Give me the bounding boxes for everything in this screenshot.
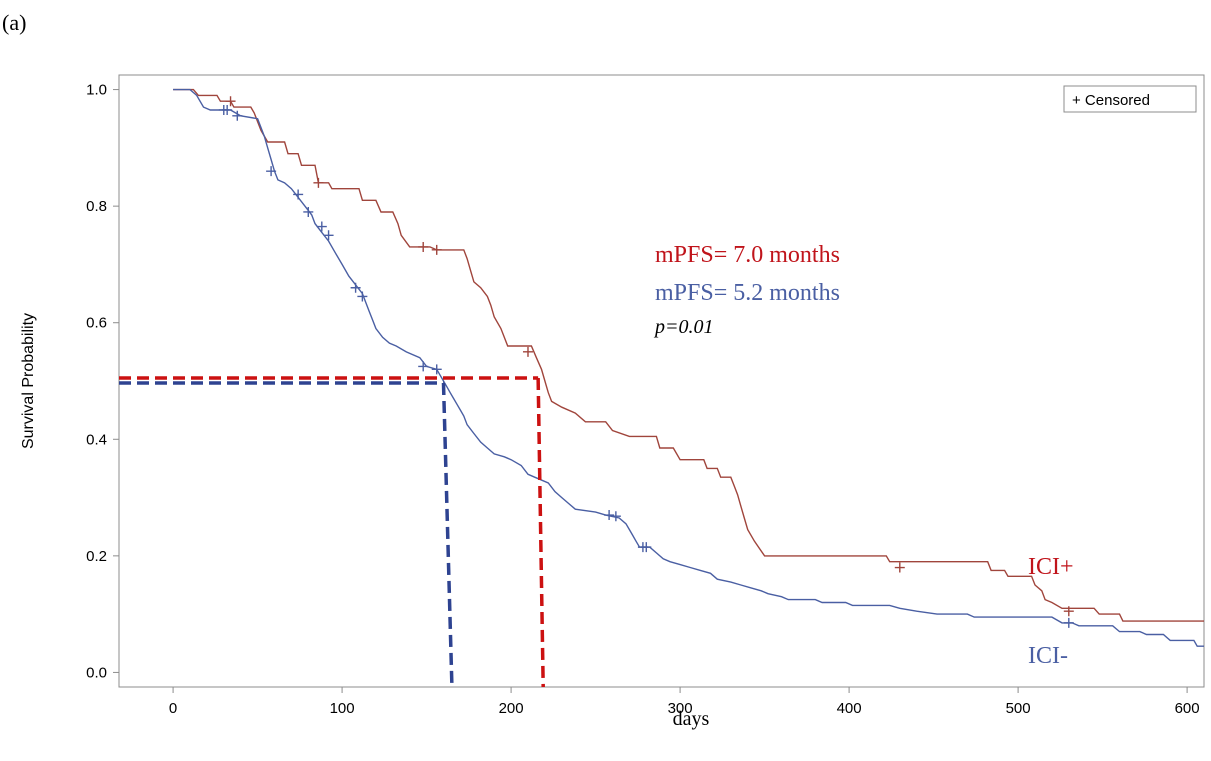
censor-mark [894, 562, 905, 573]
y-tick-label: 1.0 [86, 82, 107, 99]
censor-mark [522, 346, 533, 357]
p-value-annotation: p=0.01 [653, 316, 714, 338]
censor-mark [350, 282, 361, 293]
legend-box [1063, 85, 1197, 113]
censor-mark [232, 110, 243, 121]
plot-frame [118, 74, 1205, 688]
y-tick-label: 0.2 [86, 548, 107, 565]
series-label-ici-minus: ICI- [1028, 643, 1068, 669]
survival-curves [173, 88, 1204, 647]
curve-ici-plus [173, 88, 1204, 622]
median-vertical-ici-plus [536, 377, 545, 688]
x-tick-label: 600 [1175, 700, 1200, 717]
legend: + Censored [1063, 85, 1197, 113]
censor-mark [641, 542, 652, 553]
x-tick-label: 200 [499, 700, 524, 717]
censor-mark [431, 364, 442, 375]
censor-mark [225, 96, 236, 107]
x-tick-label: 400 [837, 700, 862, 717]
censor-marks [218, 96, 1074, 628]
censor-mark [1063, 617, 1074, 628]
x-tick-label: 100 [330, 700, 355, 717]
censor-mark [1063, 606, 1074, 617]
axes: 0 100 200 300 400 500 600 0.0 0.2 0.4 0.6 0.8 1.0 [86, 82, 1199, 717]
median-vertical-ici-minus [441, 382, 454, 688]
censor-mark [418, 241, 429, 252]
censor-mark [323, 230, 334, 241]
curve-ici-minus [173, 88, 1204, 647]
censor-mark [610, 511, 621, 522]
panel-label: (a) [2, 10, 26, 35]
median-lines [119, 376, 545, 688]
x-axis-label: days [673, 708, 710, 730]
x-tick-label: 500 [1006, 700, 1031, 717]
mpfs-ici-minus-annotation: mPFS= 5.2 months [655, 280, 840, 306]
x-tick-label: 300 [668, 700, 693, 717]
censor-mark [266, 166, 277, 177]
censor-mark [418, 361, 429, 372]
mpfs-ici-plus-annotation: mPFS= 7.0 months [655, 242, 840, 268]
y-axis-label: Survival Probability [20, 313, 37, 449]
y-tick-label: 0.0 [86, 664, 107, 681]
censor-mark [357, 291, 368, 302]
censor-mark [604, 510, 615, 521]
censor-mark [303, 206, 314, 217]
censor-mark [431, 244, 442, 255]
y-tick-label: 0.4 [86, 431, 107, 448]
y-tick-label: 0.6 [86, 315, 107, 332]
censor-mark [293, 189, 304, 200]
censor-mark [222, 104, 233, 115]
x-tick-label: 0 [169, 700, 177, 717]
censor-mark [316, 221, 327, 232]
legend-censored-label: + Censored [1072, 92, 1150, 109]
series-label-ici-plus: ICI+ [1028, 554, 1074, 580]
censor-mark [313, 177, 324, 188]
y-tick-label: 0.8 [86, 198, 107, 215]
